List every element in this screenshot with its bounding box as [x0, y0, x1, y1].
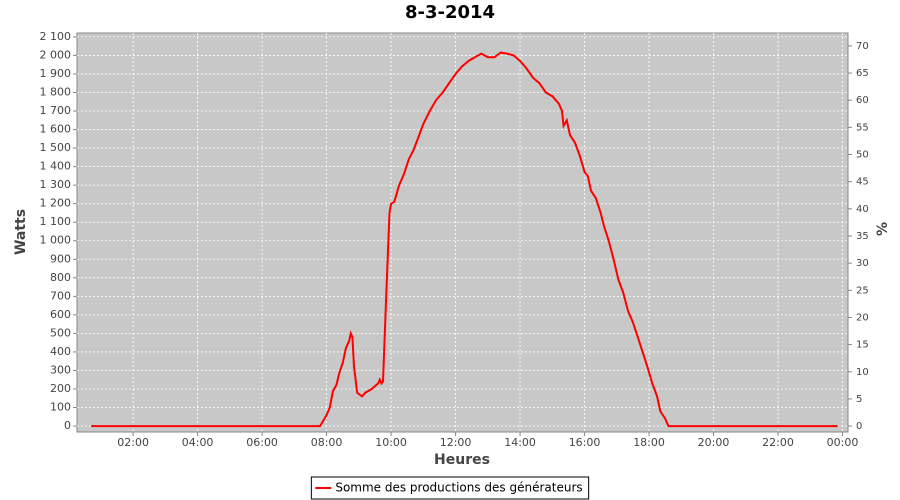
y-tick-label: 500 — [50, 326, 71, 339]
y2-tick-label: 0 — [856, 421, 862, 432]
x-tick-label: 04:00 — [182, 436, 214, 449]
x-tick-label: 22:00 — [762, 436, 794, 449]
y2-tick-label: 45 — [856, 177, 869, 188]
y2-tick-label: 65 — [856, 68, 869, 79]
y-tick-label: 1 200 — [40, 197, 72, 210]
y-tick-label: 1 500 — [40, 141, 72, 154]
x-tick-label: 08:00 — [311, 436, 343, 449]
y2-tick-label: 20 — [856, 312, 869, 323]
y2-tick-label: 70 — [856, 41, 869, 52]
x-axis-label: Heures — [434, 452, 490, 468]
series-line — [91, 51, 838, 428]
y2-tick-label: 55 — [856, 122, 869, 133]
y-tick-label: 400 — [50, 345, 71, 358]
y2-tick-label: 5 — [856, 394, 862, 405]
x-tick-label: 00:00 — [827, 436, 859, 449]
x-tick-label: 12:00 — [440, 436, 472, 449]
y2-tick-label: 15 — [856, 340, 869, 351]
y2-tick-label: 60 — [856, 95, 869, 106]
legend-box — [310, 476, 590, 500]
y-tick-label: 1 000 — [40, 234, 72, 247]
x-tick-label: 06:00 — [246, 436, 278, 449]
grid — [77, 33, 848, 432]
y2-tick-label: 10 — [856, 367, 869, 378]
y-tick-label: 1 100 — [40, 215, 72, 228]
y-tick-label: 1 900 — [40, 67, 72, 80]
y-tick-label: 1 600 — [40, 123, 72, 136]
y2-tick-label: 50 — [856, 150, 869, 161]
y-tick-label: 800 — [50, 271, 71, 284]
y2-axis-label: % — [875, 222, 891, 236]
legend: Somme des productions des générateurs — [310, 476, 590, 500]
y-tick-label: 200 — [50, 382, 71, 395]
x-tick-label: 20:00 — [698, 436, 730, 449]
y-tick-label: 2 100 — [40, 30, 72, 43]
x-tick-label: 14:00 — [504, 436, 536, 449]
legend-label: Somme des productions des générateurs — [335, 481, 582, 495]
x-tick-label: 18:00 — [633, 436, 665, 449]
x-tick-label: 16:00 — [569, 436, 601, 449]
plot-area — [76, 32, 849, 433]
y-tick-label: 600 — [50, 308, 71, 321]
y-tick-label: 100 — [50, 401, 71, 414]
y-tick-label: 2 000 — [40, 48, 72, 61]
chart-title: 8-3-2014 — [405, 2, 495, 23]
y-tick-label: 900 — [50, 252, 71, 265]
x-tick-label: 02:00 — [117, 436, 149, 449]
y-tick-label: 1 400 — [40, 160, 72, 173]
y-axis-label: Watts — [13, 209, 29, 255]
y-tick-label: 0 — [64, 419, 71, 432]
y2-tick-label: 40 — [856, 204, 869, 215]
y-tick-label: 300 — [50, 363, 71, 376]
y2-tick-label: 35 — [856, 231, 869, 242]
y2-tick-label: 25 — [856, 285, 869, 296]
y-tick-label: 1 300 — [40, 178, 72, 191]
y2-tick-label: 30 — [856, 258, 869, 269]
x-tick-label: 10:00 — [375, 436, 407, 449]
y-tick-label: 700 — [50, 289, 71, 302]
y-tick-label: 1 700 — [40, 104, 72, 117]
y-tick-label: 1 800 — [40, 85, 72, 98]
